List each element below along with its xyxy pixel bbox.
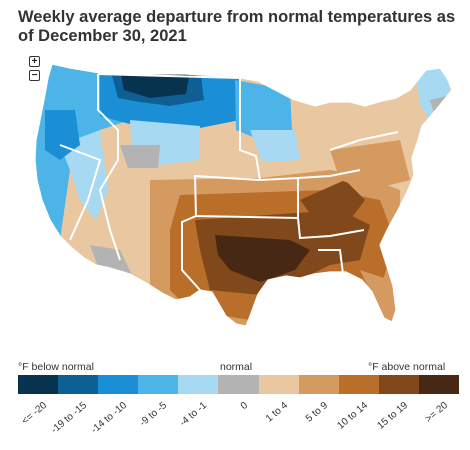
legend-tick-label: 15 to 19 xyxy=(375,400,410,432)
legend-tick-label: >= 20 xyxy=(423,400,451,425)
temperature-regions xyxy=(35,64,452,326)
legend-normal-label: normal xyxy=(220,361,253,373)
legend-swatch xyxy=(338,375,379,394)
legend-swatch xyxy=(378,375,419,394)
region-boundaries xyxy=(59,73,399,291)
legend-tick-label: -19 to -15 xyxy=(49,400,90,436)
legend-swatch xyxy=(298,375,339,394)
legend-swatch xyxy=(218,375,259,394)
legend-tick-label: -4 to -1 xyxy=(178,400,210,429)
legend-swatch xyxy=(138,375,179,394)
legend-tick-label: <= -20 xyxy=(19,400,50,428)
legend-swatch xyxy=(98,375,139,394)
zoom-out-button[interactable]: − xyxy=(29,70,40,81)
legend-tick-label: 1 to 4 xyxy=(263,400,290,425)
zoom-in-button[interactable]: + xyxy=(29,56,40,67)
legend-swatch xyxy=(258,375,299,394)
legend-tick-label: 0 xyxy=(238,400,250,413)
legend-swatch xyxy=(178,375,219,394)
legend-tick-label: -9 to -5 xyxy=(138,400,170,429)
legend-swatch xyxy=(18,375,59,394)
legend-tick-label: 5 to 9 xyxy=(303,400,330,425)
legend-swatch xyxy=(418,375,460,394)
legend-above-label: °F above normal xyxy=(368,361,446,373)
legend-below-label: °F below normal xyxy=(18,361,94,373)
legend-color-scale xyxy=(18,375,460,394)
us-temperature-map[interactable] xyxy=(0,50,470,350)
legend-swatch xyxy=(58,375,99,394)
legend-tick-label: 10 to 14 xyxy=(335,400,370,432)
map-title: Weekly average departure from normal tem… xyxy=(18,8,456,45)
legend-tick-label: -14 to -10 xyxy=(89,400,130,436)
